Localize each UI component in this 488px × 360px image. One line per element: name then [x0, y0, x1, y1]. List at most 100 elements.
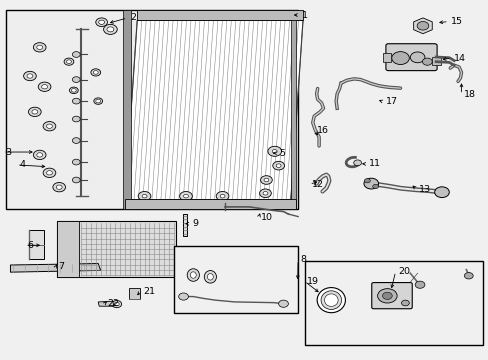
Circle shape: [94, 98, 102, 104]
Circle shape: [96, 99, 101, 103]
Circle shape: [278, 300, 288, 307]
Text: 3: 3: [5, 148, 12, 157]
Circle shape: [107, 27, 114, 32]
Circle shape: [364, 179, 369, 183]
Circle shape: [264, 178, 268, 182]
Circle shape: [71, 89, 76, 92]
Text: 21: 21: [143, 287, 155, 296]
Circle shape: [72, 51, 80, 57]
FancyBboxPatch shape: [371, 283, 411, 309]
Bar: [431, 57, 440, 65]
Polygon shape: [98, 301, 114, 306]
Circle shape: [72, 159, 80, 165]
Text: 2: 2: [130, 13, 136, 22]
Text: 19: 19: [306, 276, 318, 285]
Text: 20: 20: [397, 267, 409, 276]
Text: 5: 5: [279, 149, 285, 158]
Circle shape: [56, 185, 62, 189]
Bar: [137, 10, 303, 21]
Circle shape: [69, 87, 78, 94]
Text: 18: 18: [463, 90, 475, 99]
Text: 6: 6: [27, 241, 34, 250]
Circle shape: [276, 164, 281, 167]
Circle shape: [43, 122, 56, 131]
Text: 4: 4: [19, 161, 25, 170]
Circle shape: [353, 160, 361, 166]
Circle shape: [99, 21, 104, 24]
Circle shape: [372, 184, 378, 189]
Circle shape: [72, 77, 80, 82]
Ellipse shape: [317, 288, 345, 313]
Bar: [122, 10, 131, 209]
Bar: [29, 230, 43, 259]
Circle shape: [46, 124, 52, 129]
Circle shape: [263, 192, 267, 195]
Circle shape: [103, 24, 117, 35]
Text: 11: 11: [368, 159, 381, 168]
Circle shape: [377, 289, 396, 303]
Polygon shape: [413, 18, 431, 34]
Text: 10: 10: [261, 213, 272, 222]
Text: 12: 12: [311, 180, 323, 189]
Circle shape: [32, 110, 38, 114]
Circle shape: [272, 149, 277, 153]
Circle shape: [183, 194, 188, 198]
Circle shape: [216, 192, 228, 201]
Ellipse shape: [204, 271, 216, 283]
Circle shape: [259, 189, 271, 198]
Circle shape: [23, 71, 36, 81]
Bar: [57, 221, 79, 277]
Circle shape: [416, 22, 428, 30]
Circle shape: [91, 69, 101, 76]
Circle shape: [66, 60, 71, 63]
Circle shape: [422, 58, 431, 65]
Circle shape: [37, 153, 42, 157]
Circle shape: [414, 281, 424, 288]
Circle shape: [363, 178, 378, 189]
Circle shape: [391, 51, 408, 64]
Bar: [305, 261, 483, 345]
Circle shape: [72, 116, 80, 122]
Circle shape: [178, 293, 188, 300]
Circle shape: [28, 107, 41, 117]
Circle shape: [53, 183, 65, 192]
Circle shape: [272, 161, 284, 170]
Circle shape: [260, 176, 272, 184]
Circle shape: [108, 28, 113, 31]
Circle shape: [38, 82, 51, 91]
Circle shape: [267, 146, 281, 156]
Ellipse shape: [324, 294, 337, 306]
Bar: [5, 10, 298, 209]
Text: 13: 13: [418, 185, 430, 194]
Circle shape: [434, 187, 448, 198]
Text: 17: 17: [385, 97, 397, 106]
FancyBboxPatch shape: [385, 44, 436, 71]
Circle shape: [64, 58, 74, 65]
Text: 14: 14: [453, 54, 465, 63]
Circle shape: [72, 98, 80, 104]
Circle shape: [401, 300, 408, 306]
Bar: [57, 221, 176, 277]
Bar: [290, 10, 295, 209]
Text: 7: 7: [58, 262, 64, 271]
Circle shape: [409, 52, 424, 63]
Ellipse shape: [321, 291, 341, 310]
Text: 15: 15: [450, 17, 462, 26]
Text: 16: 16: [316, 126, 328, 135]
Ellipse shape: [207, 274, 213, 280]
Circle shape: [382, 292, 391, 300]
Bar: [383, 53, 390, 62]
Circle shape: [33, 42, 46, 52]
Bar: [183, 214, 187, 235]
Ellipse shape: [190, 272, 196, 278]
Circle shape: [99, 20, 104, 24]
Circle shape: [220, 194, 224, 198]
Text: 8: 8: [300, 255, 306, 264]
Circle shape: [114, 302, 119, 306]
Circle shape: [41, 85, 47, 89]
Circle shape: [93, 71, 98, 74]
Polygon shape: [125, 21, 303, 200]
Bar: [125, 199, 295, 209]
Circle shape: [33, 150, 46, 159]
Text: 22: 22: [107, 299, 119, 308]
